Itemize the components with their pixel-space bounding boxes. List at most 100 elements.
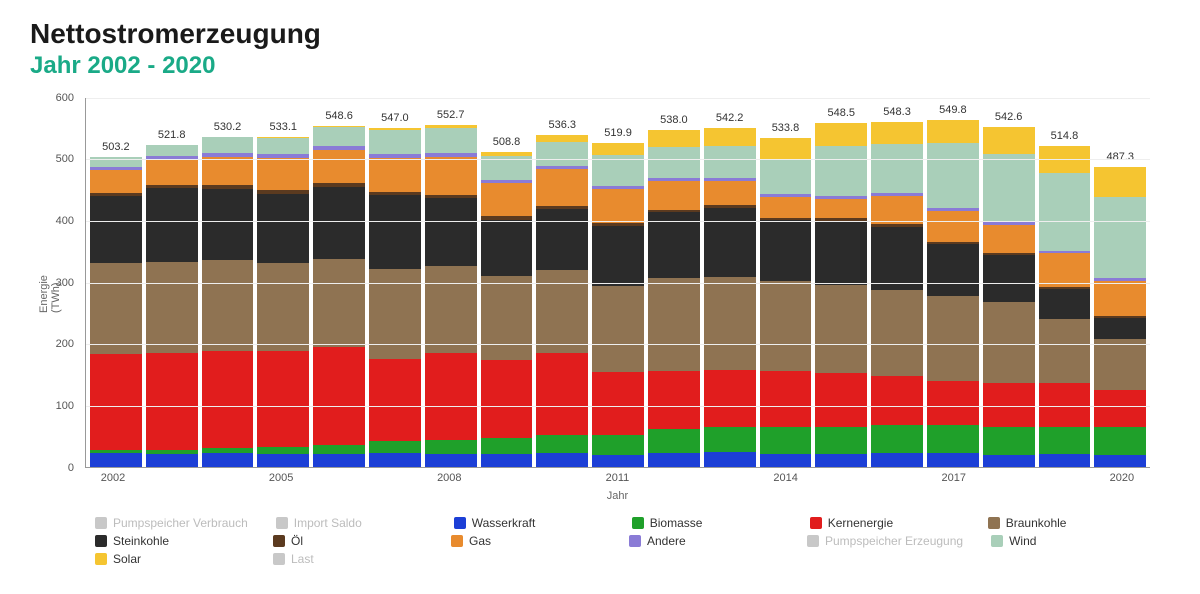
bar-segment-gas (983, 225, 1035, 253)
legend-swatch (95, 517, 107, 529)
bar-segment-braunkohle (90, 263, 142, 354)
bar-segment-braunkohle (871, 290, 923, 376)
legend-item-wind[interactable]: Wind (991, 534, 1141, 548)
bar-segment-kernenergie (202, 351, 254, 448)
legend-label: Wasserkraft (472, 516, 536, 530)
x-tick (141, 468, 197, 498)
legend-swatch (273, 553, 285, 565)
x-tick (982, 468, 1038, 498)
legend-label: Steinkohle (113, 534, 169, 548)
y-tick: 0 (68, 462, 74, 474)
bar-total-label: 487.3 (1106, 151, 1134, 163)
legend-label: Kernenergie (828, 516, 893, 530)
bar-segment-gas (648, 181, 700, 209)
legend-item-biomasse[interactable]: Biomasse (632, 516, 782, 530)
grid-line (86, 283, 1150, 284)
x-tick: 2017 (926, 468, 982, 498)
bar-segment-kernenergie (257, 351, 309, 447)
legend-item-wasserkraft[interactable]: Wasserkraft (454, 516, 604, 530)
bar-total-label: 542.2 (716, 112, 744, 124)
bar-segment-kernenergie (90, 354, 142, 450)
bar-segment-wind (815, 146, 867, 195)
bar-segment-wasserkraft (146, 454, 198, 466)
bar-segment-biomasse (704, 427, 756, 452)
bar-segment-braunkohle (1039, 319, 1091, 383)
bar-column: 521.8 (146, 145, 198, 467)
bar-segment-biomasse (815, 427, 867, 455)
grid-line (86, 98, 1150, 99)
legend-swatch (273, 535, 285, 547)
bar-segment-biomasse (1039, 427, 1091, 454)
legend-item-oel[interactable]: Öl (273, 534, 423, 548)
bar-segment-solar (704, 128, 756, 147)
bar-segment-wasserkraft (871, 453, 923, 467)
bar-segment-steinkohle (927, 244, 979, 296)
bar-segment-wasserkraft (927, 453, 979, 467)
bar-segment-solar (983, 127, 1035, 154)
bar-total-label: 548.3 (883, 106, 911, 118)
legend-item-solar[interactable]: Solar (95, 552, 245, 566)
bar-segment-steinkohle (313, 187, 365, 259)
y-tick: 100 (56, 400, 74, 412)
legend-item-pumpspeicher_erzeugung[interactable]: Pumpspeicher Erzeugung (807, 534, 963, 548)
bar-column: 552.7 (425, 125, 477, 466)
legend-item-steinkohle[interactable]: Steinkohle (95, 534, 245, 548)
bar-segment-wind (257, 138, 309, 155)
bar-segment-kernenergie (592, 372, 644, 435)
x-tick (814, 468, 870, 498)
bar-segment-biomasse (257, 447, 309, 454)
bar-segment-braunkohle (425, 266, 477, 352)
bar-total-label: 552.7 (437, 109, 465, 121)
bar-segment-wind (927, 143, 979, 208)
bar-segment-gas (536, 169, 588, 206)
bar-column: 549.8 (927, 120, 979, 467)
legend-label: Braunkohle (1006, 516, 1067, 530)
bar-column: 538.0 (648, 130, 700, 467)
bar-column: 514.8 (1039, 146, 1091, 467)
bar-segment-wasserkraft (313, 454, 365, 467)
bar-segment-biomasse (369, 441, 421, 453)
legend-item-braunkohle[interactable]: Braunkohle (988, 516, 1138, 530)
legend-swatch (95, 553, 107, 565)
legend-swatch (632, 517, 644, 529)
legend-item-kernenergie[interactable]: Kernenergie (810, 516, 960, 530)
bar-segment-biomasse (871, 425, 923, 453)
bar-column: 548.5 (815, 123, 867, 466)
legend-item-last[interactable]: Last (273, 552, 423, 566)
bar-segment-wasserkraft (369, 453, 421, 467)
bar-segment-kernenergie (704, 370, 756, 427)
legend-swatch (807, 535, 819, 547)
legend-label: Last (291, 552, 314, 566)
bar-segment-wasserkraft (536, 453, 588, 467)
legend-item-gas[interactable]: Gas (451, 534, 601, 548)
legend-swatch (95, 535, 107, 547)
bar-segment-wind (146, 145, 198, 156)
legend-swatch (276, 517, 288, 529)
bar-segment-wind (313, 127, 365, 146)
grid-line (86, 221, 1150, 222)
bar-segment-gas (481, 183, 533, 216)
legend-label: Solar (113, 552, 141, 566)
bar-segment-steinkohle (536, 209, 588, 270)
bar-segment-kernenergie (815, 373, 867, 427)
bar-segment-steinkohle (90, 196, 142, 263)
legend-item-pumpspeicher_verbrauch[interactable]: Pumpspeicher Verbrauch (95, 516, 248, 530)
legend-swatch (810, 517, 822, 529)
bar-segment-braunkohle (313, 259, 365, 347)
legend-item-andere[interactable]: Andere (629, 534, 779, 548)
bar-segment-steinkohle (202, 189, 254, 260)
x-tick (870, 468, 926, 498)
bar-total-label: 533.8 (772, 122, 800, 134)
bar-segment-wind (760, 159, 812, 194)
bar-segment-kernenergie (648, 371, 700, 429)
legend-swatch (629, 535, 641, 547)
bar-segment-kernenergie (927, 381, 979, 425)
x-tick (645, 468, 701, 498)
bar-segment-wasserkraft (592, 455, 644, 467)
legend-item-import_saldo[interactable]: Import Saldo (276, 516, 426, 530)
bar-total-label: 542.6 (995, 111, 1023, 123)
bar-segment-braunkohle (760, 281, 812, 370)
bar-segment-kernenergie (425, 353, 477, 440)
bar-total-label: 503.2 (102, 141, 130, 153)
bar-segment-biomasse (983, 427, 1035, 455)
